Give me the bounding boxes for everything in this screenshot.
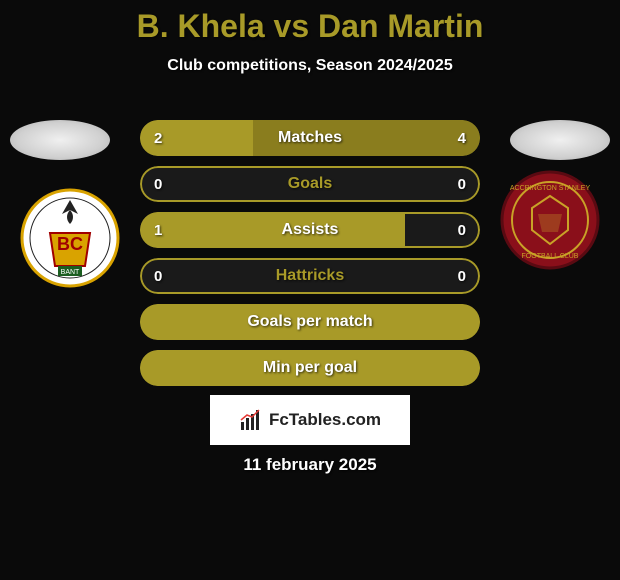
page-subtitle: Club competitions, Season 2024/2025 xyxy=(0,57,620,75)
stat-label: Assists xyxy=(140,212,480,248)
stats-bars: 24Matches 00Goals 10Assists 00Hattricks Goal… xyxy=(140,120,480,396)
stat-label: Min per goal xyxy=(140,350,480,386)
svg-text:ACCRINGTON STANLEY: ACCRINGTON STANLEY xyxy=(510,185,591,192)
stat-row-goals-per-match: Goals per match xyxy=(140,304,480,340)
svg-text:BC: BC xyxy=(57,234,83,254)
stat-label: Goals per match xyxy=(140,304,480,340)
stat-label: Hattricks xyxy=(140,258,480,294)
watermark: FcTables.com xyxy=(210,395,410,445)
club-crest-right-icon: ACCRINGTON STANLEY FOOTBALL CLUB xyxy=(500,170,600,270)
stat-label: Matches xyxy=(140,120,480,156)
chart-icon xyxy=(239,408,263,432)
club-crest-left-icon: BC BANT xyxy=(20,188,120,288)
stat-row-hattricks: 00Hattricks xyxy=(140,258,480,294)
stat-row-goals: 00Goals xyxy=(140,166,480,202)
club-crest-right: ACCRINGTON STANLEY FOOTBALL CLUB xyxy=(500,170,600,270)
svg-text:FOOTBALL CLUB: FOOTBALL CLUB xyxy=(522,253,579,260)
svg-text:BANT: BANT xyxy=(61,269,80,276)
page-title: B. Khela vs Dan Martin xyxy=(0,0,620,45)
stat-row-matches: 24Matches xyxy=(140,120,480,156)
stat-row-min-per-goal: Min per goal xyxy=(140,350,480,386)
player-left-avatar xyxy=(10,120,110,160)
club-crest-left: BC BANT xyxy=(20,188,120,288)
watermark-text: FcTables.com xyxy=(269,410,381,430)
stat-label: Goals xyxy=(140,166,480,202)
stat-row-assists: 10Assists xyxy=(140,212,480,248)
player-right-avatar xyxy=(510,120,610,160)
date-label: 11 february 2025 xyxy=(0,455,620,475)
